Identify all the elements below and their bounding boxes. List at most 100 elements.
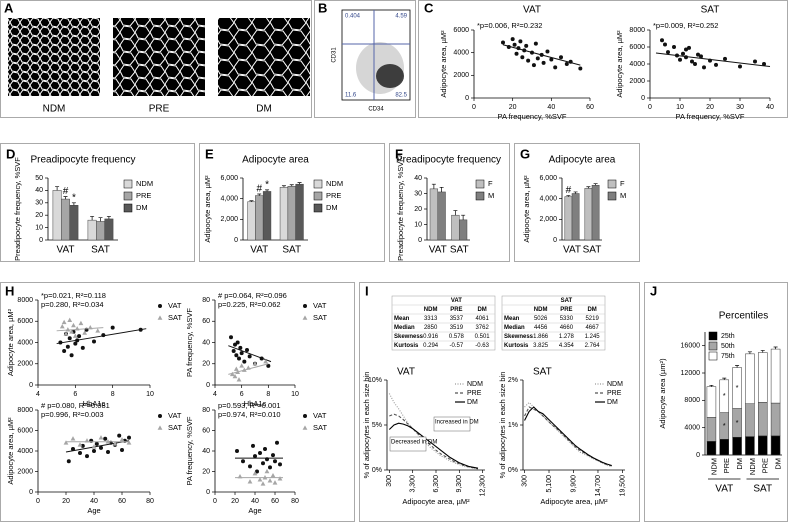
panel-letter: A [4,0,14,15]
data-point [158,304,162,308]
row-label: Skewness [504,334,534,340]
table-cell: 3.825 [533,343,549,349]
legend-label: SAT [313,423,327,432]
error-bar [265,189,270,192]
bar-segment [719,439,729,456]
bar [564,196,573,241]
panel-letter: E [205,146,214,161]
row-label: Mean [504,316,520,322]
quadrant-value: 11.6 [345,93,357,99]
x-axis-label: HbA1c [83,399,106,408]
data-point [99,445,103,450]
image-label: PRE [149,104,170,115]
error-bar [71,202,76,206]
data-point [535,56,540,61]
x-axis-label: Adipocyte area, µM² [540,497,608,506]
annotation: p=0.225, R²=0.062 [218,300,281,309]
legend-swatch [123,203,133,213]
table-cell: 3762 [475,325,489,331]
image-label: NDM [43,104,66,115]
chart-title: VAT [397,367,415,378]
chart-title: Adipocyte area [242,155,309,166]
x-tick-label: NDM [709,458,718,475]
data-line [524,406,612,467]
data-point [106,450,110,455]
table-cell: 1.245 [585,334,601,340]
legend-swatch [475,179,485,189]
data-point [95,328,101,333]
bar-segment [732,436,742,456]
x-tick-label: 60 [118,498,126,505]
data-point [266,363,271,368]
data-point [762,62,766,66]
data-line [388,393,479,470]
y-tick-label: 40 [202,448,210,455]
chart-title: SAT [533,367,552,378]
bar [429,188,439,241]
data-point [59,323,65,329]
x-axis-label: PA frequency, %SVF [498,112,567,121]
bar [104,218,114,241]
x-tick-label: 3,300 [410,475,417,493]
data-point [61,319,67,325]
error-bar [431,183,436,189]
x-tick-label: 6 [73,391,77,398]
y-tick-label: 0 [206,489,210,496]
y-tick-label: 2000 [17,468,33,475]
bar [584,188,593,241]
table-cell: 3519 [450,325,464,331]
table-cell: 0.578 [449,334,465,340]
data-line [524,406,612,467]
y-tick-label: 0 [465,95,469,102]
table-cell: 4.354 [559,343,575,349]
bar [437,191,446,241]
data-point [264,468,270,474]
row-label: Median [394,325,415,331]
micrograph-image [218,18,310,96]
data-point [92,449,96,453]
significance-marker: * [72,192,76,203]
column-header: NDM [424,307,438,313]
data-point [65,344,70,349]
error-bar [289,184,294,187]
data-point [501,40,505,45]
bar-segment [706,417,717,442]
x-tick-label: 4 [213,391,217,398]
legend-label: NDM [607,381,623,388]
annotation: # p=0.080, R²=0.081 [41,401,110,410]
legend-label: DM [136,203,148,212]
data-point [66,459,71,464]
y-tick-label: 4,000 [539,196,557,203]
data-point [91,444,97,449]
legend-label: NDM [136,179,153,188]
legend-swatch [708,331,718,341]
data-point [302,315,308,320]
error-bar [63,196,68,200]
annotation-box [433,416,471,432]
table-title: VAT [451,298,462,304]
legend-label: F [488,179,493,188]
x-tick-label: 4 [36,391,40,398]
significance-marker: * [723,421,726,430]
data-point [714,62,718,67]
panel-letter: D [6,146,15,161]
data-point [252,470,258,476]
x-axis-label: HbA1c [244,399,267,408]
trend-line [502,44,581,66]
y-axis-label: CD31 [332,47,338,63]
table-cell: 1.866 [533,334,549,340]
data-point [158,414,162,418]
table-cell: -0.63 [475,343,489,349]
y-tick-label: 8000 [17,407,33,414]
x-tick-label: 10 [146,391,154,398]
y-tick-label: 0 [39,237,43,244]
y-tick-label: 4000 [453,50,469,57]
bar-segment [770,402,781,437]
legend-swatch [313,179,323,189]
data-point [684,55,688,60]
x-tick-label: 5,100 [546,475,553,493]
legend-label: DM [467,399,478,406]
table-cell: 4456 [534,325,548,331]
data-point [524,43,529,48]
x-tick-label: 20 [231,498,239,505]
